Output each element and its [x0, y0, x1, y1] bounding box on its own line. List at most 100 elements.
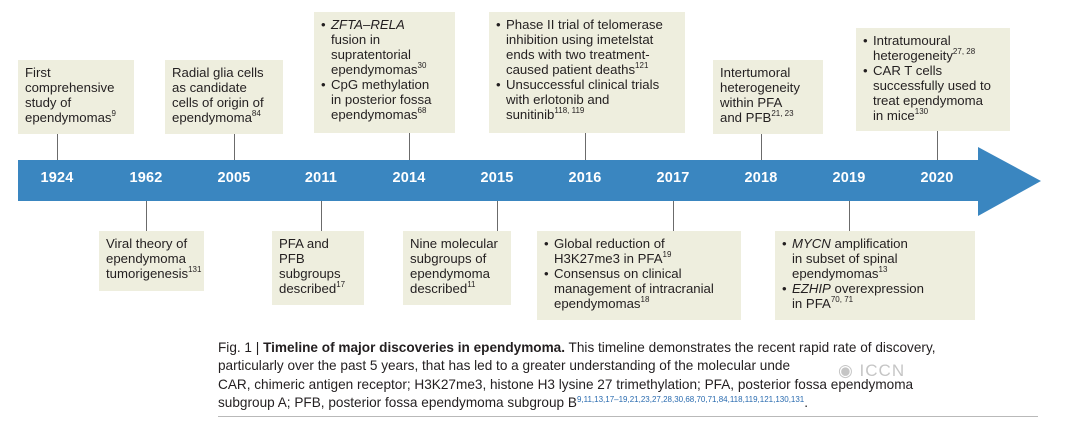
caption-line-3: CAR, chimeric antigen receptor; H3K27me3… — [218, 376, 914, 392]
year-label-2005: 2005 — [217, 170, 251, 186]
event-text-last: ependymomas — [331, 62, 418, 77]
event-box-2015: Nine molecular subgroups of ependymoma desc… — [403, 231, 511, 305]
event-text-last: ependymoma — [172, 110, 252, 125]
year-label-2020: 2020 — [920, 170, 954, 186]
event-box-1924: First comprehensive study of ependymomas9 — [18, 60, 134, 134]
event-box-2016: • Phase II trial of telomerase inhibition … — [489, 12, 685, 133]
reference-superscript: 30 — [417, 61, 427, 70]
reference-superscript: 9 — [111, 109, 116, 118]
event-box-2018: Intertumoral heterogeneity within PFA and P… — [713, 60, 823, 134]
event-text-line: ependymoma — [410, 266, 490, 281]
reference-superscript: 17 — [336, 280, 346, 289]
bullet-icon: • — [544, 266, 549, 281]
event-text: Phase II trial of telomerase — [506, 17, 663, 32]
connector-line-2020 — [937, 131, 938, 160]
event-text: Unsuccessful clinical trials — [506, 77, 660, 92]
reference-superscript: 130 — [914, 107, 929, 116]
caption-line-2: particularly over the past 5 years, that… — [218, 358, 791, 374]
figure-caption: Fig. 1 | Timeline of major discoveries i… — [218, 339, 1058, 412]
caption-end: . — [804, 394, 809, 410]
year-label-2019: 2019 — [832, 170, 866, 186]
bullet-icon: • — [863, 63, 868, 78]
event-text-line: H3K27me3 in PFA19 — [544, 251, 734, 267]
event-italic-gene: MYCN — [792, 236, 831, 251]
event-text-line: treat ependymoma — [873, 93, 983, 108]
event-text-last: heterogeneity — [873, 48, 953, 63]
event-text: Global reduction of — [554, 236, 665, 251]
event-text-line: PFB — [279, 251, 305, 266]
event-text-last: in mice — [873, 108, 915, 123]
connector-line-2016 — [585, 133, 586, 160]
connector-line-2005 — [234, 134, 235, 160]
event-text-line: ependymomas68 — [321, 106, 448, 123]
bullet-icon: • — [863, 33, 868, 48]
reference-superscript: 13 — [878, 265, 888, 274]
bullet-item: • EZHIP overexpression — [782, 281, 968, 296]
event-text-line: inhibition using imetelstat — [506, 32, 654, 47]
event-text-line: fusion in — [331, 32, 381, 47]
event-text-last: described — [410, 281, 468, 296]
event-text-line: Viral theory of — [106, 236, 188, 251]
bullet-item: • Consensus on clinical — [544, 266, 734, 281]
reference-superscript: 68 — [417, 106, 427, 115]
event-text-line: Nine molecular — [410, 236, 498, 251]
bullet-item: • CAR T cells — [863, 63, 1003, 78]
bullet-item: • Intratumoural — [863, 33, 1003, 48]
event-text-last: in PFA — [792, 296, 831, 311]
event-text-last: ependymomas — [554, 296, 641, 311]
event-text-last: described — [279, 281, 337, 296]
event-text-line: as candidate — [172, 80, 247, 95]
event-text-line: ependymomas9 — [25, 109, 127, 126]
year-label-2011: 2011 — [304, 170, 338, 186]
event-box-2019: • MYCN amplification in subset of spinal ep… — [775, 231, 975, 320]
event-box-2017: • Global reduction of H3K27me3 in PFA19 • Co… — [537, 231, 741, 320]
year-label-2016: 2016 — [568, 170, 602, 186]
bullet-icon: • — [321, 17, 326, 32]
event-text-line: Intertumoral — [720, 65, 791, 80]
connector-line-2017 — [673, 201, 674, 231]
caption-line-1: Fig. 1 | Timeline of major discoveries i… — [218, 339, 1058, 357]
connector-line-2019 — [849, 201, 850, 231]
event-box-2020: • Intratumoural heterogeneity27, 28 • CAR T … — [856, 28, 1010, 131]
event-text-line: ependymomas30 — [321, 61, 448, 78]
year-label-2018: 2018 — [744, 170, 778, 186]
bullet-item: • Unsuccessful clinical trials — [496, 77, 678, 92]
connector-line-2014 — [409, 133, 410, 160]
bullet-item: • Global reduction of — [544, 236, 734, 251]
event-text-line: First — [25, 65, 51, 80]
watermark: ◉ ICCN — [838, 361, 906, 380]
event-text: amplification — [830, 236, 908, 251]
event-text-last: H3K27me3 in PFA — [554, 251, 663, 266]
bullet-icon: • — [496, 77, 501, 92]
event-text-line: in posterior fossa — [331, 92, 432, 107]
event-text-last: and PFB — [720, 110, 772, 125]
event-text: CpG methylation — [331, 77, 430, 92]
reference-superscript: 27, 28 — [952, 47, 976, 56]
reference-superscript: 21, 23 — [771, 109, 794, 118]
event-text-last: sunitinib — [506, 107, 555, 122]
caption-references[interactable]: 9,11,13,17–19,21,23,27,28,30,68,70,71,84… — [576, 394, 805, 404]
caption-title: Timeline of major discoveries in ependym… — [263, 340, 566, 355]
event-text: Consensus on clinical — [554, 266, 682, 281]
event-text-line: management of intracranial — [554, 281, 714, 296]
caption-line1-text: This timeline demonstrates the recent ra… — [565, 340, 936, 355]
event-text-line: ends with two treatment- — [506, 47, 650, 62]
event-text-line: heterogeneity27, 28 — [863, 47, 1003, 64]
year-label-2015: 2015 — [480, 170, 514, 186]
event-text-last: ependymomas — [331, 107, 418, 122]
connector-line-2018 — [761, 134, 762, 160]
event-text-line: within PFA — [720, 95, 783, 110]
bullet-icon: • — [782, 236, 787, 251]
year-label-2014: 2014 — [392, 170, 426, 186]
event-text-line: supratentorial — [331, 47, 411, 62]
event-box-1962: Viral theory of ependymoma tumorigenesis13… — [99, 231, 204, 291]
event-text-line: and PFB21, 23 — [720, 109, 816, 126]
bullet-icon: • — [544, 236, 549, 251]
connector-line-1962 — [146, 201, 147, 231]
reference-superscript: 18 — [640, 295, 650, 304]
event-box-2005: Radial glia cells as candidate cells of or… — [165, 60, 283, 134]
reference-superscript: 84 — [251, 109, 261, 118]
event-italic-gene: ZFTA–RELA — [331, 17, 405, 32]
reference-superscript: 121 — [635, 61, 649, 70]
